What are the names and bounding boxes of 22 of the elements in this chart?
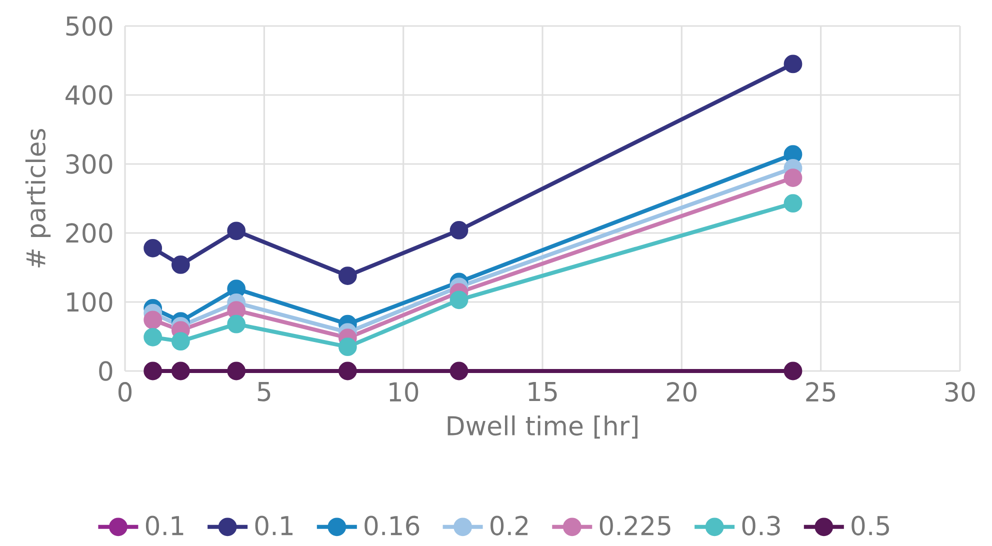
y-tick-label: 500 — [66, 16, 112, 36]
x-tick-label: 0 — [118, 382, 132, 402]
legend-label: 0.16 — [364, 516, 420, 536]
x-tick-label: 20 — [667, 382, 696, 402]
y-axis-title: # particles — [25, 128, 51, 268]
x-tick-label: 10 — [390, 382, 418, 402]
x-tick-label: 25 — [806, 382, 836, 402]
y-tick-label: 400 — [66, 85, 112, 105]
x-tick-label: 5 — [258, 382, 270, 402]
legend-label: 0.5 — [852, 516, 889, 536]
x-tick-label: 15 — [528, 382, 557, 402]
y-tick-label: 200 — [66, 223, 112, 243]
legend-label: 0.2 — [490, 516, 528, 536]
y-tick-label: 300 — [66, 154, 112, 174]
y-tick-label: 0 — [99, 361, 112, 381]
x-axis-title: Dwell time [hr] — [448, 415, 638, 439]
legend-label: 0.3 — [742, 516, 780, 536]
legend-label: 0.1 — [255, 516, 293, 536]
legend-label: 0.1 — [146, 516, 184, 536]
y-tick-label: 100 — [67, 292, 112, 312]
legend-label: 0.225 — [600, 516, 670, 536]
x-tick-label: 30 — [945, 382, 975, 402]
